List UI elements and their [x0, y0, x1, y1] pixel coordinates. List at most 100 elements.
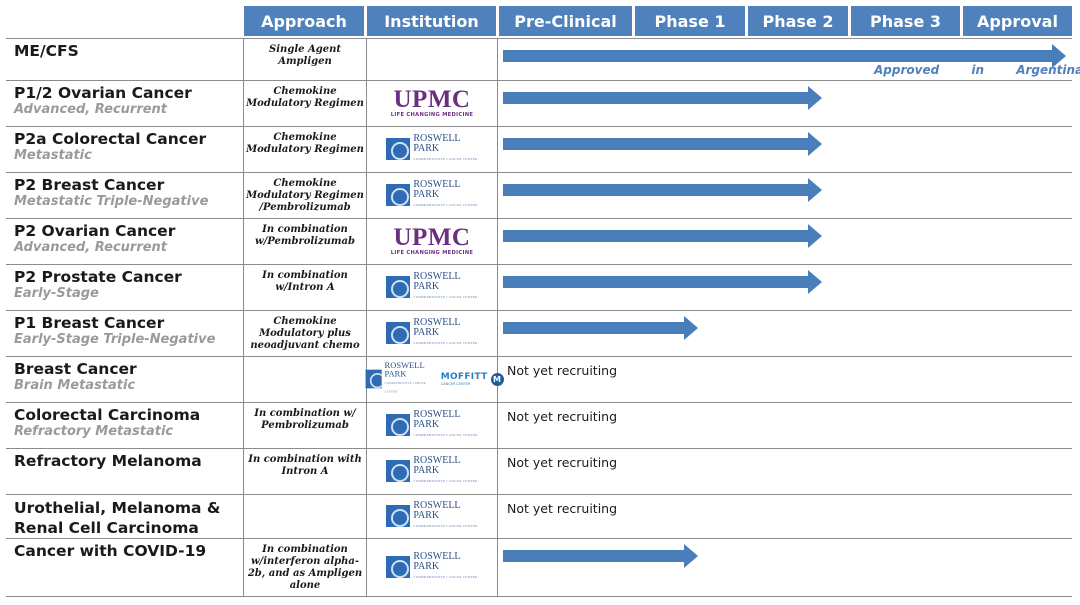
institution-cell: ROSWELL PARK COMPREHENSIVE CANCER CENTER: [368, 310, 496, 356]
roswell-park-logo: ROSWELL PARK COMPREHENSIVE CANCER CENTER: [386, 272, 477, 302]
indication-cell: Breast Cancer Brain Metastatic: [14, 360, 242, 394]
indication-cell: Cancer with COVID-19: [14, 542, 242, 560]
institution-cell: ROSWELL PARK COMPREHENSIVE CANCER CENTER: [368, 538, 496, 596]
roswell-park-logo: ROSWELL PARK COMPREHENSIVE CANCER CENTER: [386, 552, 477, 582]
moffitt-logo: MOFFITT CANCER CENTER M: [441, 372, 504, 386]
indication-name: P1/2 Ovarian Cancer: [14, 84, 192, 102]
table-row: P2 Breast Cancer Metastatic Triple-Negati…: [0, 172, 1080, 218]
approach-cell: Chemokine Modulatory plus neoadjuvant ch…: [250, 316, 360, 351]
progress-arrow-4: [503, 178, 822, 202]
roswell-park-logo: ROSWELL PARK COMPREHENSIVE CANCER CENTER: [366, 362, 429, 396]
header-preclinical: Pre-Clinical: [499, 6, 632, 36]
roswell-park-line1: ROSWELL: [385, 361, 426, 371]
indication-subtitle: Early-Stage Triple-Negative: [14, 332, 216, 347]
header-institution: Institution: [367, 6, 496, 36]
roswell-park-wordmark: ROSWELL PARK COMPREHENSIVE CANCER CENTER: [413, 456, 477, 486]
roswell-park-mark-icon: [386, 184, 411, 206]
indication-cell: P2 Ovarian Cancer Advanced, Recurrent: [14, 222, 242, 256]
roswell-park-line2: PARK: [413, 143, 440, 154]
roswell-park-line1: ROSWELL: [413, 409, 461, 420]
indication-name: Colorectal Carcinoma: [14, 406, 201, 424]
roswell-park-line2: PARK: [413, 327, 440, 338]
progress-arrow-7: [503, 316, 698, 340]
trial-status: Not yet recruiting: [507, 363, 618, 378]
moffitt-mark-icon: M: [490, 372, 504, 386]
table-row: Refractory Melanoma In combination with I…: [0, 448, 1080, 494]
institution-cell: UPMC LIFE CHANGING MEDICINE: [368, 218, 496, 264]
roswell-park-subtitle: COMPREHENSIVE CANCER CENTER: [413, 433, 478, 437]
indication-cell: Refractory Melanoma: [14, 452, 242, 470]
roswell-park-subtitle: COMPREHENSIVE CANCER CENTER: [413, 341, 478, 345]
roswell-park-logo: ROSWELL PARK COMPREHENSIVE CANCER CENTER: [386, 318, 477, 348]
roswell-park-subtitle: COMPREHENSIVE CANCER CENTER: [413, 157, 478, 161]
roswell-park-line1: ROSWELL: [413, 317, 461, 328]
indication-name: Refractory Melanoma: [14, 452, 202, 470]
trial-status: Not yet recruiting: [507, 455, 618, 470]
roswell-park-line1: ROSWELL: [413, 133, 461, 144]
roswell-park-mark-icon: [386, 138, 411, 160]
roswell-park-line1: ROSWELL: [413, 500, 461, 511]
roswell-park-mark-icon: [386, 322, 411, 344]
header-phase3: Phase 3: [851, 6, 960, 36]
progress-arrow-5: [503, 224, 822, 248]
header-phase1: Phase 1: [635, 6, 745, 36]
table-row: ME/CFS Single Agent Ampligen: [0, 38, 1080, 80]
approach-cell: In combination w/Intron A: [262, 270, 348, 293]
roswell-park-logo: ROSWELL PARK COMPREHENSIVE CANCER CENTER: [386, 501, 477, 531]
roswell-park-logo: ROSWELL PARK COMPREHENSIVE CANCER CENTER: [386, 456, 477, 486]
institution-cell: ROSWELL PARK COMPREHENSIVE CANCER CENTER: [368, 448, 496, 494]
roswell-park-subtitle: COMPREHENSIVE CANCER CENTER: [385, 381, 427, 394]
column-divider: [243, 38, 244, 596]
indication-name: P2 Ovarian Cancer: [14, 222, 176, 240]
roswell-park-line2: PARK: [413, 419, 440, 430]
upmc-logo-tagline: LIFE CHANGING MEDICINE: [390, 112, 474, 118]
header-phase2: Phase 2: [748, 6, 848, 36]
roswell-park-line2: PARK: [413, 510, 440, 521]
table-row: P2 Ovarian Cancer Advanced, Recurrent In c…: [0, 218, 1080, 264]
table-row: P1 Breast Cancer Early-Stage Triple-Negat…: [0, 310, 1080, 356]
roswell-park-logo: ROSWELL PARK COMPREHENSIVE CANCER CENTER: [386, 410, 477, 440]
indication-subtitle: Advanced, Recurrent: [14, 240, 168, 255]
roswell-park-mark-icon: [386, 556, 411, 578]
institution-cell: ROSWELL PARK COMPREHENSIVE CANCER CENTER: [368, 494, 496, 538]
roswell-park-mark-icon: [386, 276, 411, 298]
upmc-logo: UPMC LIFE CHANGING MEDICINE: [391, 225, 473, 256]
roswell-park-line2: PARK: [413, 189, 440, 200]
roswell-park-line2: PARK: [413, 281, 440, 292]
indication-subtitle: Early-Stage: [14, 286, 99, 301]
indication-name: P2 Breast Cancer: [14, 176, 165, 194]
progress-arrow-1: [503, 44, 1066, 68]
roswell-park-subtitle: COMPREHENSIVE CANCER CENTER: [413, 479, 478, 483]
row-divider: [6, 38, 1072, 39]
roswell-park-logo: ROSWELL PARK COMPREHENSIVE CANCER CENTER: [386, 180, 477, 210]
indication-name: Breast Cancer: [14, 360, 137, 378]
row-divider: [6, 218, 1072, 219]
roswell-park-line2: PARK: [385, 369, 407, 379]
row-divider: [6, 80, 1072, 81]
roswell-park-line2: PARK: [413, 465, 440, 476]
row-divider: [6, 538, 1072, 539]
roswell-park-line1: ROSWELL: [413, 179, 461, 190]
indication-cell: P1/2 Ovarian Cancer Advanced, Recurrent: [14, 84, 242, 118]
trial-status: Not yet recruiting: [507, 501, 618, 516]
roswell-park-mark-icon: [366, 369, 383, 389]
row-divider: [6, 310, 1072, 311]
moffitt-sub: CANCER CENTER: [440, 382, 471, 386]
indication-name: Cancer with COVID-19: [14, 542, 207, 560]
column-divider: [366, 38, 367, 596]
column-divider: [497, 38, 498, 596]
roswell-park-wordmark: ROSWELL PARK COMPREHENSIVE CANCER CENTER: [413, 318, 477, 348]
progress-arrow-2: [503, 86, 822, 110]
table-row: Urothelial, Melanoma & Renal Cell Carcin…: [0, 494, 1080, 538]
roswell-park-mark-icon: [386, 414, 411, 436]
table-row: Cancer with COVID-19 In combination w/int…: [0, 538, 1080, 596]
institution-cell: ROSWELL PARK COMPREHENSIVE CANCER CENTER: [368, 126, 496, 172]
institution-cell: ROSWELL PARK COMPREHENSIVE CANCER CENTER: [368, 264, 496, 310]
row-divider: [6, 264, 1072, 265]
row-divider: [6, 494, 1072, 495]
indication-cell: P1 Breast Cancer Early-Stage Triple-Negat…: [14, 314, 242, 348]
upmc-logo-word: UPMC: [393, 86, 471, 113]
approach-cell: Chemokine Modulatory Regimen: [246, 132, 364, 155]
